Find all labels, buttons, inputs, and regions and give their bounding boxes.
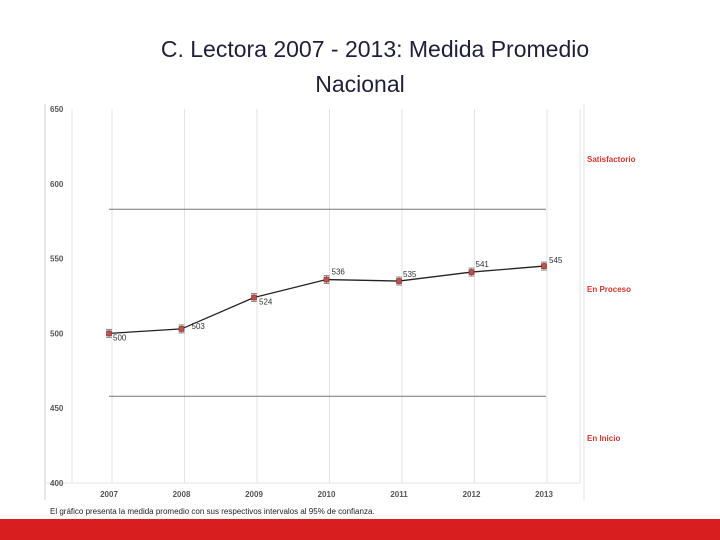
- footer-bar: [0, 519, 720, 540]
- data-label: 500: [113, 333, 127, 342]
- x-tick-label: 2010: [318, 490, 336, 499]
- y-tick-label: 650: [50, 105, 64, 114]
- x-tick-label: 2007: [100, 490, 118, 499]
- data-label: 503: [192, 322, 206, 331]
- x-tick-label: 2013: [535, 490, 553, 499]
- data-label: 545: [549, 256, 563, 265]
- chart-note: El gráfico presenta la medida promedio c…: [50, 507, 375, 516]
- y-tick-label: 600: [50, 180, 64, 189]
- band-label: En Proceso: [587, 285, 631, 294]
- data-label: 536: [332, 268, 346, 277]
- band-label: En Inicio: [587, 434, 620, 443]
- y-tick-label: 500: [50, 329, 64, 338]
- chart-title-line2: Nacional: [315, 71, 405, 97]
- data-label: 541: [476, 260, 490, 269]
- y-tick-label: 450: [50, 404, 64, 413]
- data-point: [468, 269, 475, 275]
- data-point: [106, 330, 112, 337]
- y-tick-label: 550: [50, 255, 64, 264]
- x-tick-label: 2009: [245, 490, 263, 499]
- data-label: 524: [259, 297, 273, 306]
- x-tick-label: 2012: [463, 490, 481, 499]
- data-point: [541, 263, 547, 269]
- data-point: [178, 326, 185, 332]
- data-point: [323, 276, 330, 283]
- x-tick-label: 2011: [390, 490, 408, 499]
- data-point: [396, 278, 402, 284]
- chart-title-line1: C. Lectora 2007 - 2013: Medida Promedio: [160, 36, 590, 62]
- band-label: Satisfactorio: [587, 155, 636, 164]
- x-tick-label: 2008: [173, 490, 191, 499]
- data-point: [251, 294, 257, 301]
- data-label: 535: [403, 270, 417, 279]
- y-tick-label: 400: [50, 479, 64, 488]
